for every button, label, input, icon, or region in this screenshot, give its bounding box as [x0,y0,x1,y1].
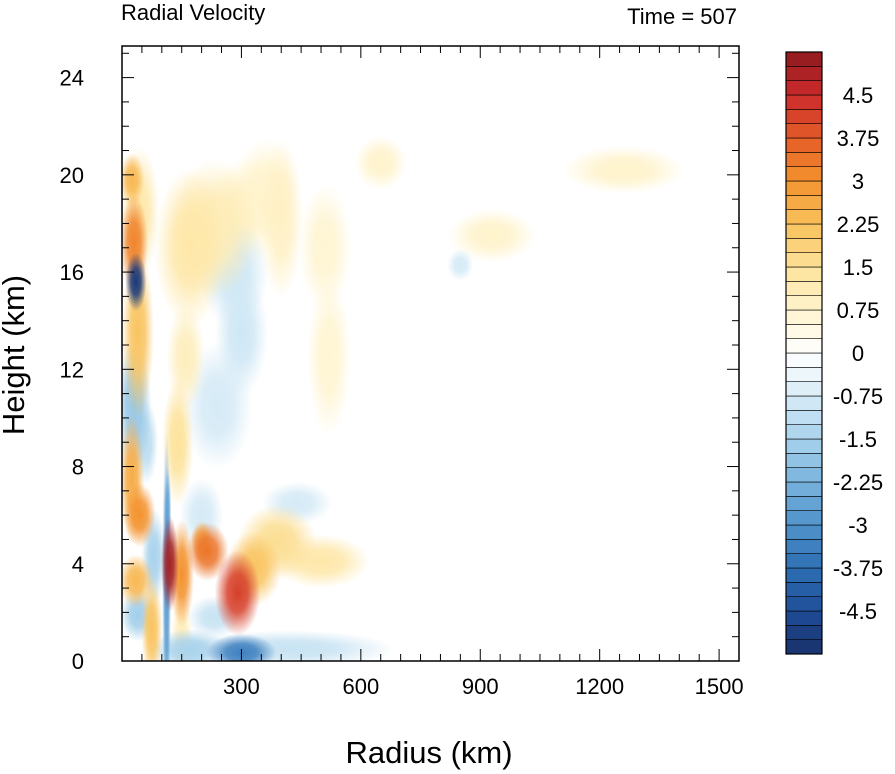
x-axis-title: Radius (km) [345,735,512,770]
x-tick-label: 1500 [695,674,744,699]
colorbar-label: 2.25 [837,212,880,237]
colorbar-bin [785,381,823,397]
velocity-anomaly [122,554,154,608]
x-tick-label: 1200 [575,674,624,699]
colorbar-bin [785,567,823,583]
colorbar-bin [785,166,823,182]
velocity-anomaly [125,252,147,312]
colorbar-bin [785,223,823,239]
colorbar-bin [785,553,823,569]
colorbar-label: -3.75 [833,556,883,581]
velocity-anomaly [354,135,408,190]
y-tick-label: 0 [72,649,84,674]
colorbar-bin [785,481,823,497]
colorbar-labels: 4.5 3.75 3 2.25 1.5 0.75 0 -0.75 -1.5 -2.25 -3 -3.7… [833,83,883,624]
velocity-anomaly [562,145,685,195]
colorbar-bin [785,309,823,325]
colorbar-bin [785,524,823,540]
colorbar-label: -2.25 [833,470,883,495]
colorbar-bin [785,510,823,526]
colorbar-bin [785,80,823,96]
velocity-anomaly [447,248,474,281]
colorbar-bin [785,252,823,268]
y-tick-label: 12 [60,357,84,382]
colorbar-bin [785,438,823,454]
y-tick-label: 20 [60,163,84,188]
x-tick-labels: 300 600 900 1200 1500 [223,674,744,699]
colorbar-label: -0.75 [833,384,883,409]
velocity-anomaly [161,378,194,507]
colorbar-bin [785,582,823,597]
velocity-anomaly [161,515,179,612]
colorbar-label: -4.5 [839,599,877,624]
plot-frame [121,45,740,662]
colorbar-bin [785,51,823,67]
velocity-anomaly [298,183,352,312]
colorbar-label: 3 [852,169,864,194]
colorbar-bin [785,152,823,167]
colorbar-bin [785,596,823,612]
colorbar-bin [785,123,823,139]
colorbar-bin [785,94,823,110]
colorbar-bin [785,238,823,253]
colorbar-bin [785,109,823,124]
y-axis-title: Height (km) [0,275,31,435]
velocity-anomaly [307,276,351,438]
colorbar-bin [785,295,823,311]
velocity-anomaly [206,633,277,661]
colorbar-bin [785,180,823,196]
colorbar-bin [785,195,823,210]
colorbar-bin [785,137,823,153]
colorbar-bin [785,410,823,425]
colorbar-frame [785,51,823,655]
x-tick-label: 900 [462,674,499,699]
velocity-anomaly [124,483,156,548]
colorbar-bin [785,496,823,511]
colorbar-bin [785,352,823,368]
colorbar-label: -3 [848,513,868,538]
colorbar-bin [785,610,823,626]
colorbar-bin [785,625,823,640]
chart-title-left: Radial Velocity [121,0,265,25]
y-tick-label: 8 [72,455,84,480]
colorbar-bin [785,209,823,225]
axis-ticks [122,46,740,662]
colorbar-label: 0.75 [837,298,880,323]
colorbar-bin [785,367,823,382]
velocity-anomaly [448,208,536,263]
colorbar-bin [785,639,823,655]
colorbar-bin [785,539,823,554]
colorbar-bin [785,338,823,354]
velocity-anomaly [214,550,261,636]
chart-title-right: Time = 507 [627,4,737,29]
colorbar-bin [785,424,823,440]
colorbar-bin [785,324,823,339]
y-tick-label: 16 [60,260,84,285]
velocity-anomaly [154,167,225,328]
colorbar-bin [785,66,823,81]
colorbar-bin [785,395,823,411]
y-tick-label: 4 [72,552,84,577]
x-tick-label: 600 [342,674,379,699]
colorbar-label: 1.5 [843,255,874,280]
colorbar-label: 0 [852,341,864,366]
colorbar-bin [785,453,823,468]
velocity-anomaly [186,522,229,582]
velocity-anomaly [122,152,145,207]
x-tick-label: 300 [223,674,260,699]
velocity-field [122,135,685,661]
colorbar-bin [785,281,823,296]
velocity-anomaly [259,138,304,299]
colorbar [785,51,823,655]
y-tick-labels: 0 4 8 12 16 20 24 [60,66,84,674]
colorbar-bin [785,467,823,483]
colorbar-label: -1.5 [839,427,877,452]
y-tick-label: 24 [60,66,84,91]
colorbar-label: 4.5 [843,83,874,108]
colorbar-bin [785,266,823,282]
colorbar-label: 3.75 [837,126,880,151]
